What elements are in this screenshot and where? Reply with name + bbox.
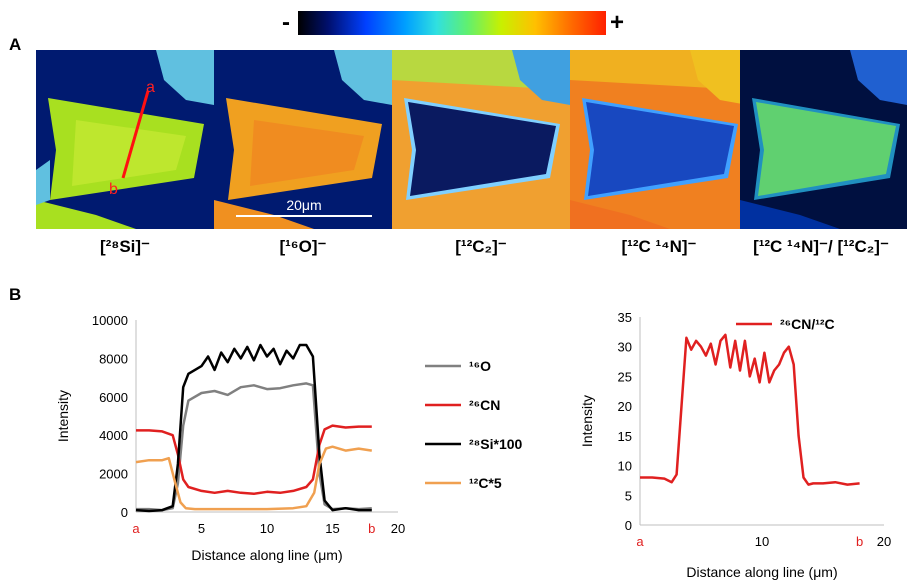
- y-tick-label: 6000: [99, 390, 128, 405]
- y-tick-label: 15: [618, 429, 632, 444]
- y-tick-label: 25: [618, 369, 632, 384]
- y-tick-label: 0: [625, 518, 632, 533]
- series-line: [135, 343, 372, 513]
- legend-label: ²⁸Si*100: [469, 436, 523, 452]
- legend-label: ¹²C*5: [469, 475, 502, 491]
- x-endpoint-a: a: [636, 534, 644, 549]
- x-tick-label: 10: [260, 521, 274, 536]
- image-label-c2: [¹²C₂]⁻: [455, 237, 507, 256]
- intensity-colorbar: [298, 11, 606, 35]
- scalebar-label: 20μm: [286, 197, 321, 213]
- y-tick-label: 20: [618, 399, 632, 414]
- y-tick-label: 30: [618, 340, 632, 355]
- y-tick-label: 0: [121, 505, 128, 520]
- y-tick-label: 35: [618, 310, 632, 325]
- panel-label-b: B: [9, 285, 22, 304]
- image-label-o16: [¹⁶O]⁻: [279, 237, 327, 256]
- y-tick-label: 5: [625, 488, 632, 503]
- x-tick-label: 5: [198, 521, 205, 536]
- x-endpoint-b: b: [856, 534, 863, 549]
- series-line: [136, 424, 372, 496]
- x-endpoint-b: b: [368, 521, 375, 536]
- series-line: [640, 333, 860, 486]
- image-label-si28: [²⁸Si]⁻: [99, 237, 151, 256]
- chart-intensity-profiles: 0 2000 4000 6000 8000 10000 5 10 15 20 a b Distance …: [55, 313, 523, 563]
- y-tick-label: 10000: [92, 313, 128, 328]
- image-si28: a b: [36, 50, 214, 229]
- colorbar-minus-label: -: [282, 9, 290, 36]
- legend-label: ¹⁶O: [469, 358, 491, 374]
- y-tick-label: 10: [618, 459, 632, 474]
- y-tick-label: 8000: [99, 351, 128, 366]
- image-o16: 20μm: [214, 50, 392, 229]
- x-axis-title: Distance along line (μm): [686, 564, 837, 580]
- series-line: [136, 382, 372, 512]
- x-tick-label: 20: [877, 534, 891, 549]
- image-c2: [392, 50, 570, 229]
- image-ratio: [740, 50, 907, 229]
- legend-label: ²⁶CN/¹²C: [780, 316, 835, 332]
- x-tick-label: 15: [325, 521, 339, 536]
- image-label-ratio: [¹²C ¹⁴N]⁻/ [¹²C₂]⁻: [753, 237, 889, 256]
- x-endpoint-a: a: [132, 521, 140, 536]
- image-cn: [570, 50, 748, 229]
- y-axis-title: Intensity: [579, 395, 595, 447]
- y-axis-title: Intensity: [55, 390, 71, 442]
- y-tick-label: 2000: [99, 467, 128, 482]
- colorbar-plus-label: +: [610, 9, 625, 36]
- panel-label-a: A: [9, 35, 22, 54]
- line-marker-a: a: [146, 79, 155, 96]
- x-axis-title: Distance along line (μm): [191, 547, 342, 563]
- y-tick-label: 4000: [99, 428, 128, 443]
- legend-label: ²⁶CN: [469, 397, 500, 413]
- chart-cn-c-ratio: 0 5 10 15 20 25 30 35 10 20 a b Distance along line …: [579, 310, 891, 580]
- image-label-cn: [¹²C ¹⁴N]⁻: [621, 237, 697, 256]
- line-marker-b: b: [109, 181, 118, 198]
- x-tick-label: 10: [755, 534, 769, 549]
- x-tick-label: 20: [391, 521, 405, 536]
- series-line: [135, 445, 372, 511]
